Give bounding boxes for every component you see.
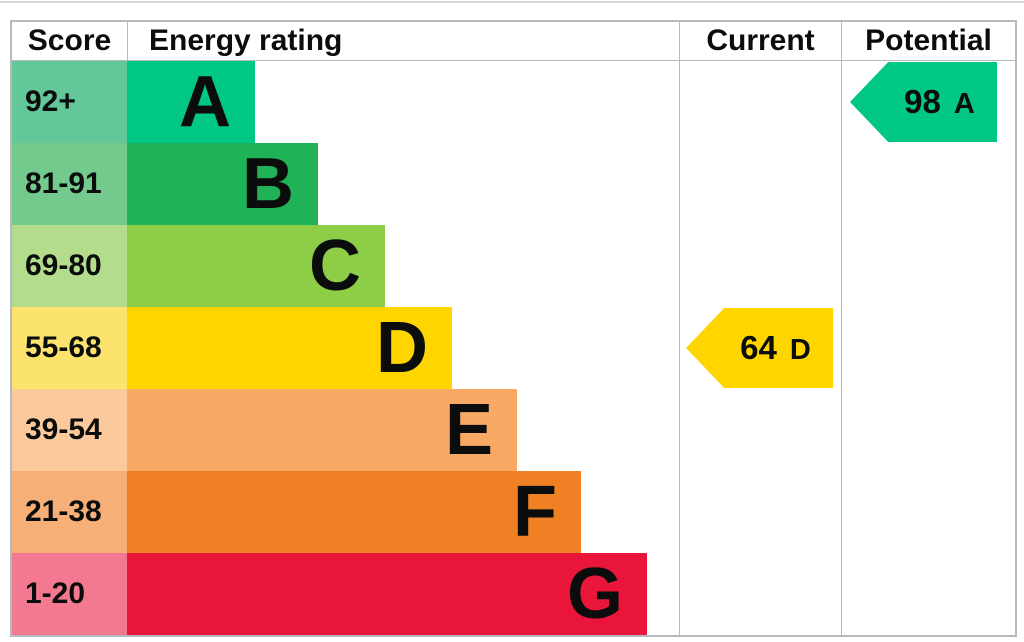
band-letter-f: F <box>513 472 557 552</box>
band-row-f: 21-38 F <box>12 471 1015 553</box>
current-cell-e <box>679 389 841 471</box>
rating-cell-f: F <box>127 471 679 553</box>
band-bar-d: D <box>127 307 452 389</box>
column-header-energy-rating: Energy rating <box>127 22 679 60</box>
score-range-f: 21-38 <box>25 495 102 528</box>
column-header-current: Current <box>679 22 841 60</box>
score-cell-a: 92+ <box>12 61 127 143</box>
current-band-letter: D <box>789 334 811 366</box>
band-bar-a: A <box>127 61 255 143</box>
rating-cell-b: B <box>127 143 679 225</box>
current-cell-d: 64 D <box>679 307 841 389</box>
band-letter-e: E <box>444 390 493 470</box>
band-bar-f: F <box>127 471 581 553</box>
band-row-d: 55-68 D 64 D <box>12 307 1015 389</box>
band-bar-c: C <box>127 225 385 307</box>
rating-cell-e: E <box>127 389 679 471</box>
current-cell-g <box>679 553 841 635</box>
epc-rating-table: Score Energy rating Current Potential 92… <box>10 20 1017 637</box>
band-row-b: 81-91 B <box>12 143 1015 225</box>
score-range-b: 81-91 <box>25 167 102 200</box>
band-letter-a: A <box>179 62 231 142</box>
rating-cell-a: A <box>127 61 679 143</box>
rating-cell-c: C <box>127 225 679 307</box>
potential-cell-d <box>841 307 1015 389</box>
score-cell-c: 69-80 <box>12 225 127 307</box>
top-divider <box>0 1 1024 3</box>
score-cell-d: 55-68 <box>12 307 127 389</box>
current-cell-a <box>679 61 841 143</box>
potential-cell-g <box>841 553 1015 635</box>
potential-cell-a: 98 A <box>841 61 1015 143</box>
band-bar-e: E <box>127 389 517 471</box>
current-cell-c <box>679 225 841 307</box>
band-letter-g: G <box>566 554 623 634</box>
potential-band-letter: A <box>953 88 975 120</box>
potential-cell-f <box>841 471 1015 553</box>
band-row-c: 69-80 C <box>12 225 1015 307</box>
potential-score-value: 98 <box>904 83 941 120</box>
header-row: Score Energy rating Current Potential <box>12 22 1015 61</box>
column-header-score: Score <box>27 24 112 57</box>
potential-rating-arrow: 98 A <box>850 62 997 142</box>
column-header-potential: Potential <box>841 22 1015 60</box>
band-row-g: 1-20 G <box>12 553 1015 635</box>
current-cell-b <box>679 143 841 225</box>
score-range-a: 92+ <box>25 85 76 118</box>
score-cell-b: 81-91 <box>12 143 127 225</box>
score-cell-f: 21-38 <box>12 471 127 553</box>
score-range-d: 55-68 <box>25 331 102 364</box>
potential-cell-b <box>841 143 1015 225</box>
current-rating-arrow: 64 D <box>686 308 833 388</box>
current-cell-f <box>679 471 841 553</box>
rating-cell-d: D <box>127 307 679 389</box>
band-row-e: 39-54 E <box>12 389 1015 471</box>
score-range-g: 1-20 <box>25 577 86 610</box>
potential-cell-e <box>841 389 1015 471</box>
band-row-a: 92+ A 98 A <box>12 61 1015 143</box>
band-bar-g: G <box>127 553 647 635</box>
band-bar-b: B <box>127 143 318 225</box>
rating-cell-g: G <box>127 553 679 635</box>
current-score-value: 64 <box>740 329 777 366</box>
band-letter-c: C <box>309 226 361 306</box>
band-letter-b: B <box>242 144 294 224</box>
score-cell-g: 1-20 <box>12 553 127 635</box>
band-letter-d: D <box>376 308 428 388</box>
score-range-e: 39-54 <box>25 413 102 446</box>
potential-cell-c <box>841 225 1015 307</box>
score-cell-e: 39-54 <box>12 389 127 471</box>
score-range-c: 69-80 <box>25 249 102 282</box>
